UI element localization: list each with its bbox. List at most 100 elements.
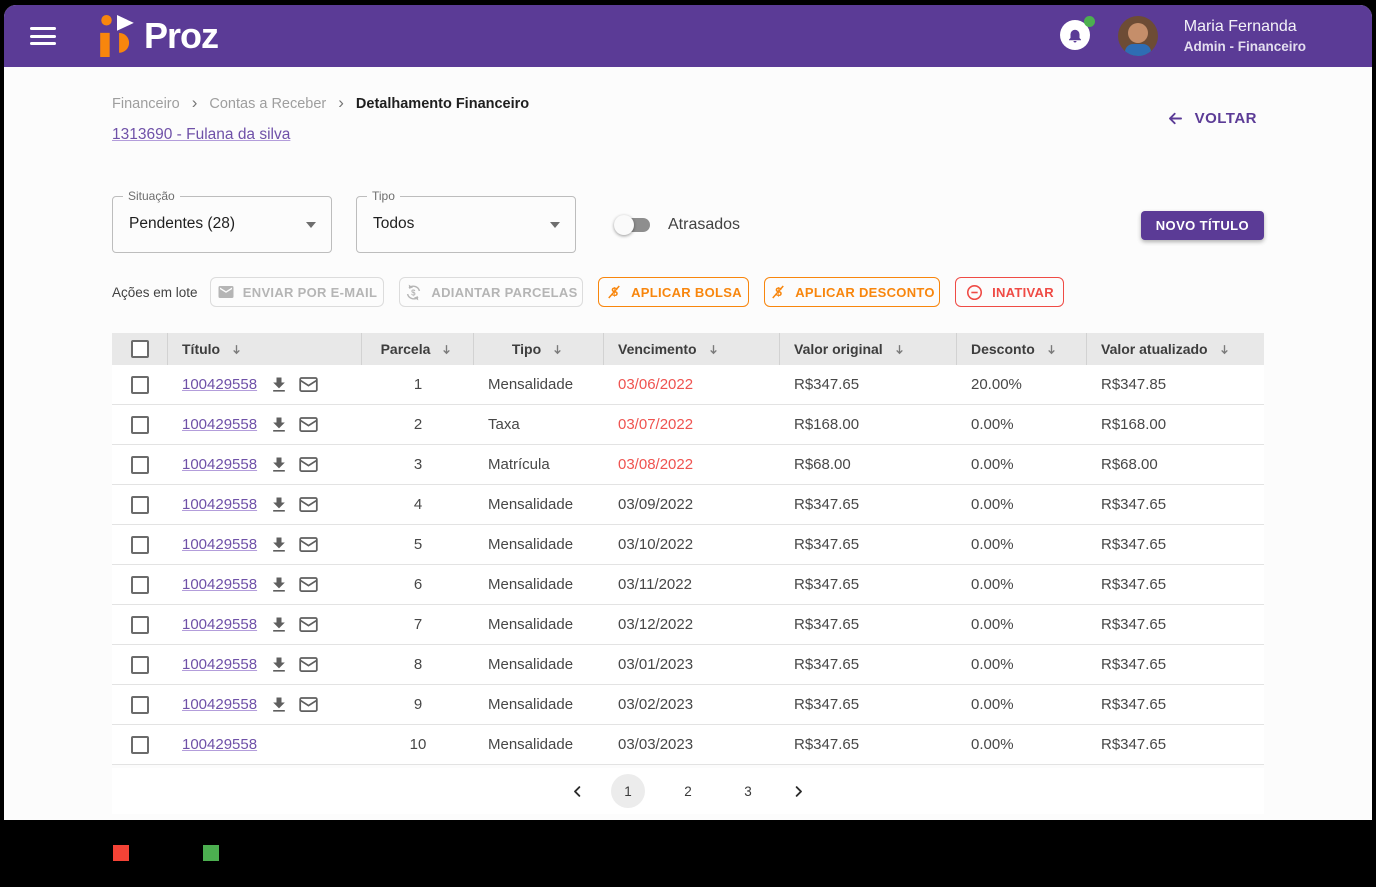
desconto-cell: 0.00% bbox=[971, 736, 1014, 753]
mail-icon[interactable] bbox=[298, 614, 319, 635]
desconto-cell: 0.00% bbox=[971, 416, 1014, 433]
download-icon[interactable] bbox=[269, 615, 289, 635]
table-body: 100429558 1 Mensalidade 03/06/2022 R$347.65 2… bbox=[112, 365, 1264, 765]
download-icon[interactable] bbox=[269, 655, 289, 675]
row-checkbox[interactable] bbox=[131, 615, 149, 634]
vencimento-cell: 03/12/2022 bbox=[618, 616, 694, 633]
proz-logo-icon bbox=[100, 15, 134, 57]
mail-icon[interactable] bbox=[298, 414, 319, 435]
pagination-page-3[interactable]: 3 bbox=[744, 783, 752, 799]
row-checkbox[interactable] bbox=[131, 495, 149, 514]
column-header-valor-atualizado[interactable]: Valor atualizado bbox=[1087, 333, 1264, 365]
titulo-link[interactable]: 100429558 bbox=[182, 536, 258, 553]
notification-dot bbox=[1083, 16, 1095, 27]
pagination-page-1[interactable]: 1 bbox=[611, 774, 645, 808]
back-button[interactable]: VOLTAR bbox=[1166, 109, 1257, 128]
envelope-icon bbox=[218, 286, 234, 298]
row-checkbox[interactable] bbox=[131, 575, 149, 594]
sort-arrow-icon bbox=[709, 344, 717, 354]
mail-icon[interactable] bbox=[298, 534, 319, 555]
tipo-cell: Mensalidade bbox=[488, 616, 574, 633]
row-checkbox[interactable] bbox=[131, 735, 149, 754]
valor-atualizado-cell: R$347.65 bbox=[1101, 696, 1167, 713]
sync-dollar-icon: $ bbox=[407, 284, 421, 300]
row-checkbox[interactable] bbox=[131, 655, 149, 674]
column-header-titulo[interactable]: Título bbox=[168, 333, 362, 365]
valor-original-cell: R$347.65 bbox=[794, 696, 860, 713]
pagination-page-2[interactable]: 2 bbox=[684, 783, 692, 799]
user-avatar[interactable] bbox=[1117, 16, 1158, 56]
novo-titulo-button[interactable]: NOVO TÍTULO bbox=[1140, 211, 1264, 240]
breadcrumb-financeiro[interactable]: Financeiro bbox=[112, 95, 180, 112]
row-checkbox[interactable] bbox=[131, 695, 149, 714]
circle-minus-icon bbox=[967, 284, 983, 300]
tipo-select[interactable]: Tipo Todos bbox=[356, 189, 576, 253]
menu-icon[interactable] bbox=[30, 27, 56, 45]
row-checkbox[interactable] bbox=[131, 375, 149, 394]
titulo-link[interactable]: 100429558 bbox=[182, 616, 258, 633]
adiantar-parcelas-button[interactable]: $ ADIANTAR PARCELAS bbox=[399, 277, 583, 307]
column-header-parcela[interactable]: Parcela bbox=[362, 333, 474, 365]
desconto-cell: 0.00% bbox=[971, 576, 1014, 593]
vencimento-cell: 03/07/2022 bbox=[618, 416, 694, 433]
valor-original-cell: R$347.65 bbox=[794, 576, 860, 593]
pagination-next-button[interactable] bbox=[791, 784, 806, 799]
atrasados-toggle[interactable] bbox=[614, 215, 652, 235]
situacao-label: Situação bbox=[123, 189, 180, 203]
user-info: Maria Fernanda Admin - Financeiro bbox=[1184, 18, 1306, 54]
titulo-link[interactable]: 100429558 bbox=[182, 496, 258, 513]
select-all-checkbox[interactable] bbox=[130, 340, 149, 358]
column-header-valor-original[interactable]: Valor original bbox=[780, 333, 957, 365]
parcela-cell: 7 bbox=[413, 616, 423, 633]
mail-icon[interactable] bbox=[298, 374, 319, 395]
mail-icon[interactable] bbox=[298, 454, 319, 475]
atrasados-label: Atrasados bbox=[668, 216, 741, 233]
download-icon[interactable] bbox=[269, 415, 289, 435]
mail-icon[interactable] bbox=[298, 694, 319, 715]
table-row: 100429558 6 Mensalidade 03/11/2022 R$347.65 0… bbox=[112, 565, 1264, 605]
download-icon[interactable] bbox=[269, 535, 289, 555]
titulo-link[interactable]: 100429558 bbox=[182, 576, 258, 593]
situacao-value: Pendentes (28) bbox=[129, 215, 235, 232]
titulo-link[interactable]: 100429558 bbox=[182, 416, 258, 433]
chevron-down-icon bbox=[550, 222, 560, 228]
row-checkbox[interactable] bbox=[131, 535, 149, 554]
download-icon[interactable] bbox=[269, 695, 289, 715]
column-header-vencimento[interactable]: Vencimento bbox=[604, 333, 780, 365]
titulo-link[interactable]: 100429558 bbox=[182, 736, 258, 753]
aplicar-desconto-button[interactable]: $ APLICAR DESCONTO bbox=[764, 277, 940, 307]
valor-original-cell: R$347.65 bbox=[794, 376, 860, 393]
mail-icon[interactable] bbox=[298, 574, 319, 595]
desconto-cell: 0.00% bbox=[971, 456, 1014, 473]
tipo-value: Todos bbox=[373, 215, 415, 232]
aplicar-bolsa-button[interactable]: $ APLICAR BOLSA bbox=[598, 277, 749, 307]
table-row: 100429558 4 Mensalidade 03/09/2022 R$347.65 0… bbox=[112, 485, 1264, 525]
send-email-button[interactable]: ENVIAR POR E-MAIL bbox=[210, 277, 384, 307]
download-icon[interactable] bbox=[269, 575, 289, 595]
column-header-desconto[interactable]: Desconto bbox=[957, 333, 1087, 365]
pagination-prev-button[interactable] bbox=[570, 784, 585, 799]
table-row: 100429558 3 Matrícula 03/08/2022 R$68.00 0.00… bbox=[112, 445, 1264, 485]
titulo-link[interactable]: 100429558 bbox=[182, 376, 258, 393]
row-checkbox[interactable] bbox=[131, 455, 149, 474]
valor-atualizado-cell: R$347.65 bbox=[1101, 536, 1167, 553]
titulo-link[interactable]: 100429558 bbox=[182, 456, 258, 473]
breadcrumb-contas-a-receber[interactable]: Contas a Receber bbox=[209, 95, 327, 112]
arrow-left-icon bbox=[1168, 112, 1182, 125]
notifications-button[interactable] bbox=[1059, 16, 1095, 52]
student-link[interactable]: 1313690 - Fulana da silva bbox=[112, 126, 291, 143]
download-icon[interactable] bbox=[269, 455, 289, 475]
mail-icon[interactable] bbox=[298, 494, 319, 515]
table-row: 100429558 9 Mensalidade 03/02/2023 R$347.65 0… bbox=[112, 685, 1264, 725]
titulo-link[interactable]: 100429558 bbox=[182, 656, 258, 673]
download-icon[interactable] bbox=[269, 375, 289, 395]
topbar: Proz Maria Fernanda Admin - Financeiro bbox=[4, 5, 1372, 67]
situacao-select[interactable]: Situação Pendentes (28) bbox=[112, 189, 332, 253]
mail-icon[interactable] bbox=[298, 654, 319, 675]
titulo-link[interactable]: 100429558 bbox=[182, 696, 258, 713]
column-header-tipo[interactable]: Tipo bbox=[474, 333, 604, 365]
row-checkbox[interactable] bbox=[131, 415, 149, 434]
inativar-button[interactable]: INATIVAR bbox=[955, 277, 1064, 307]
download-icon[interactable] bbox=[269, 495, 289, 515]
parcela-cell: 10 bbox=[409, 736, 427, 753]
